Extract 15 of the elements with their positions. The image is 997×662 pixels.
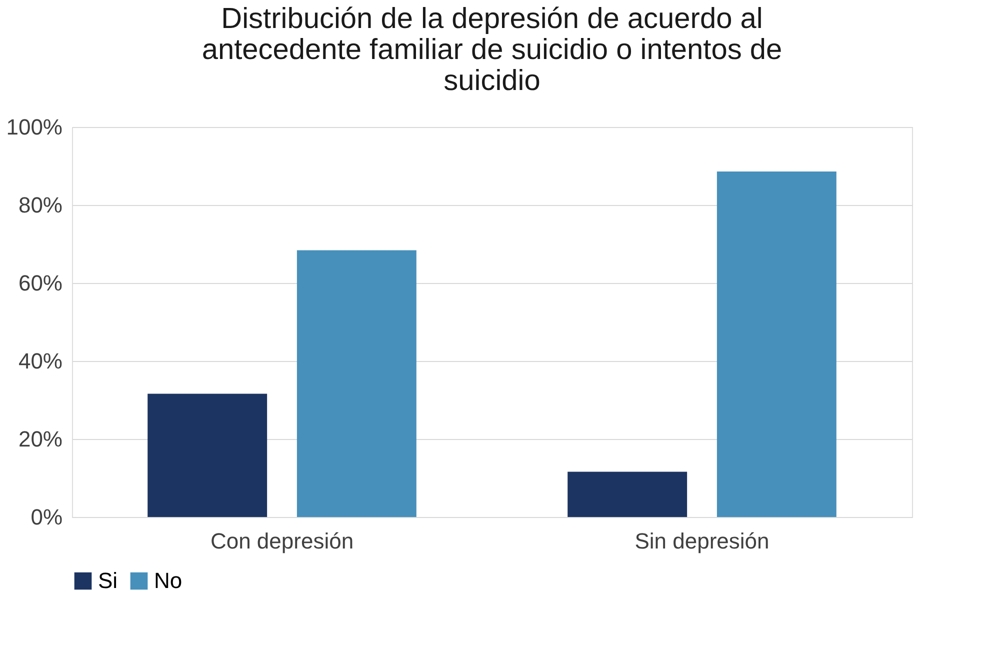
bar bbox=[148, 394, 268, 517]
y-tick-label: 100% bbox=[6, 114, 62, 140]
x-tick-label: Sin depresión bbox=[634, 528, 770, 554]
y-tick-label: 40% bbox=[18, 348, 62, 374]
bar bbox=[716, 171, 836, 517]
legend-label: Si bbox=[98, 568, 118, 593]
chart-title: Distribución de la depresión de acuerdo al antecedente familiar de suicidio o intentos de suicidio bbox=[202, 3, 782, 97]
y-tick-label: 60% bbox=[18, 270, 62, 296]
y-tick-label: 80% bbox=[18, 192, 62, 218]
y-tick-label: 0% bbox=[30, 504, 62, 530]
legend-label: No bbox=[154, 568, 182, 593]
bar bbox=[568, 472, 688, 517]
y-tick-label: 20% bbox=[18, 426, 62, 452]
bar bbox=[296, 250, 416, 517]
x-tick-label: Con depresión bbox=[210, 528, 354, 554]
